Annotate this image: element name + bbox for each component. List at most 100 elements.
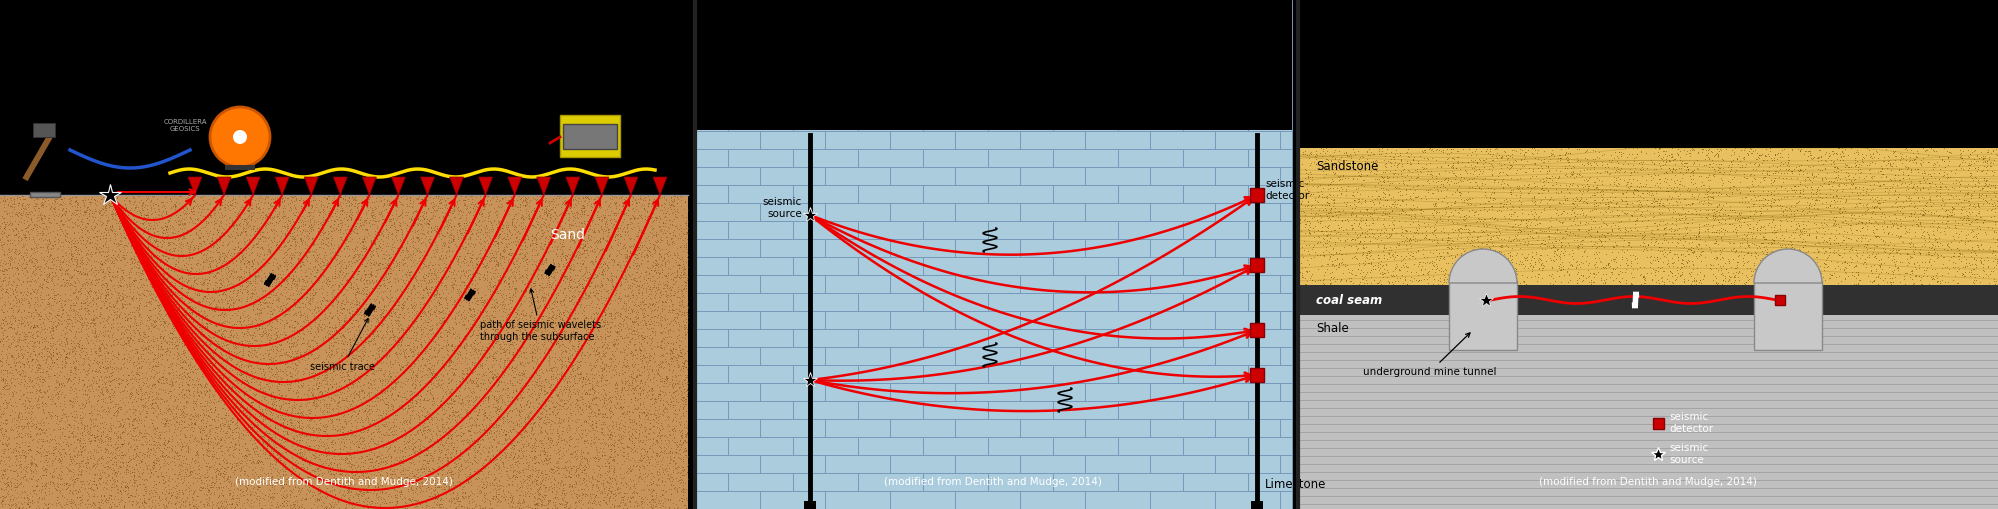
Point bbox=[663, 271, 695, 279]
Point bbox=[0, 286, 18, 294]
Point bbox=[402, 473, 434, 481]
Point bbox=[569, 402, 601, 410]
Point bbox=[665, 242, 697, 250]
Point bbox=[144, 330, 176, 338]
Point bbox=[72, 214, 104, 222]
Point bbox=[172, 322, 204, 330]
Point bbox=[0, 324, 30, 332]
Point bbox=[338, 480, 370, 488]
Point bbox=[308, 427, 340, 435]
Point bbox=[511, 463, 543, 471]
Point bbox=[416, 464, 448, 472]
Point bbox=[553, 409, 585, 417]
Point bbox=[246, 407, 278, 415]
Point bbox=[50, 353, 82, 361]
Point bbox=[106, 415, 138, 423]
Point bbox=[272, 361, 304, 370]
Point bbox=[334, 280, 366, 288]
Point bbox=[396, 345, 428, 353]
Point bbox=[292, 298, 324, 306]
Point bbox=[633, 481, 665, 489]
Point bbox=[470, 291, 501, 299]
Point bbox=[304, 254, 336, 262]
Point bbox=[22, 374, 54, 382]
Point bbox=[1576, 278, 1608, 286]
Point bbox=[1498, 264, 1530, 272]
Point bbox=[138, 461, 170, 469]
Point bbox=[36, 489, 68, 497]
Point bbox=[362, 269, 394, 277]
Point bbox=[464, 425, 496, 433]
Point bbox=[176, 303, 208, 312]
Point bbox=[324, 362, 356, 371]
Point bbox=[607, 285, 639, 293]
Point bbox=[561, 494, 593, 502]
Point bbox=[525, 469, 557, 477]
Point bbox=[468, 333, 500, 342]
Point bbox=[515, 318, 547, 326]
Point bbox=[1608, 144, 1640, 152]
Point bbox=[130, 487, 162, 495]
Point bbox=[480, 298, 511, 306]
Point bbox=[513, 385, 545, 393]
Point bbox=[1514, 174, 1546, 182]
Point bbox=[1544, 278, 1576, 287]
Point bbox=[482, 195, 513, 203]
Point bbox=[270, 490, 302, 498]
Point bbox=[1381, 239, 1413, 247]
Point bbox=[92, 294, 124, 302]
Point bbox=[90, 211, 122, 219]
Point bbox=[1315, 280, 1347, 289]
Point bbox=[1640, 179, 1672, 187]
Point bbox=[1586, 279, 1618, 287]
Point bbox=[242, 471, 274, 479]
Point bbox=[226, 207, 258, 215]
Point bbox=[36, 268, 68, 276]
Point bbox=[585, 364, 617, 372]
Point bbox=[501, 395, 533, 403]
Point bbox=[120, 388, 152, 397]
Point bbox=[116, 294, 148, 302]
Bar bbox=[1149, 275, 1215, 293]
Point bbox=[665, 352, 697, 360]
Point bbox=[298, 239, 330, 247]
Point bbox=[533, 305, 565, 313]
Point bbox=[264, 390, 296, 398]
Point bbox=[24, 229, 56, 237]
Point bbox=[1880, 257, 1912, 265]
Point bbox=[226, 254, 258, 262]
Point bbox=[527, 418, 559, 426]
Point bbox=[78, 486, 110, 494]
Point bbox=[577, 256, 609, 264]
Point bbox=[519, 281, 551, 289]
Point bbox=[182, 380, 214, 388]
Point bbox=[1902, 215, 1934, 223]
Point bbox=[1500, 231, 1532, 239]
Point bbox=[1407, 148, 1439, 156]
Point bbox=[430, 453, 462, 461]
Point bbox=[519, 234, 551, 242]
Point bbox=[609, 211, 641, 219]
Point bbox=[294, 269, 326, 277]
Point bbox=[1784, 257, 1816, 265]
Point bbox=[464, 333, 496, 341]
Point bbox=[240, 273, 272, 281]
Point bbox=[414, 425, 446, 433]
Point bbox=[322, 309, 354, 317]
Point bbox=[533, 436, 565, 444]
Point bbox=[1960, 167, 1992, 175]
Point bbox=[1890, 164, 1922, 172]
Point bbox=[380, 394, 412, 403]
Point bbox=[1786, 224, 1818, 232]
Point bbox=[264, 466, 296, 474]
Point bbox=[426, 415, 458, 423]
Point bbox=[102, 436, 134, 444]
Point bbox=[132, 345, 164, 353]
Point bbox=[240, 390, 272, 398]
Point bbox=[597, 468, 629, 476]
Point bbox=[563, 337, 595, 346]
Point bbox=[324, 308, 356, 316]
Bar bbox=[1247, 473, 1291, 491]
Point bbox=[412, 425, 444, 433]
Point bbox=[1778, 219, 1810, 228]
